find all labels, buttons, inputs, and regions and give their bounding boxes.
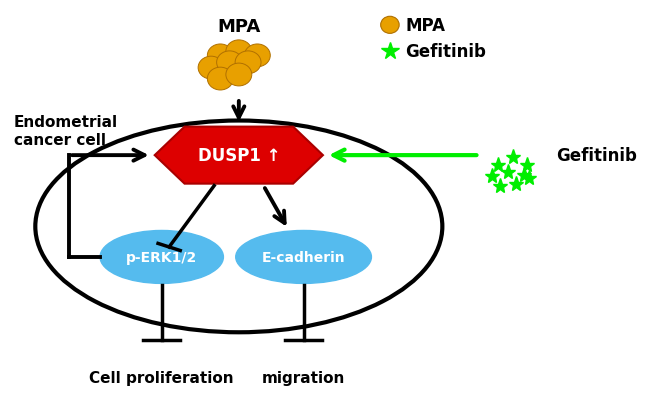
Text: MPA: MPA — [217, 18, 261, 36]
Text: p-ERK1/2: p-ERK1/2 — [126, 250, 198, 264]
Ellipse shape — [244, 45, 270, 67]
Ellipse shape — [35, 121, 443, 333]
Ellipse shape — [236, 231, 371, 284]
Text: E-cadherin: E-cadherin — [262, 250, 345, 264]
Text: Gefitinib: Gefitinib — [406, 43, 486, 61]
Polygon shape — [155, 127, 323, 184]
Ellipse shape — [226, 41, 252, 63]
Ellipse shape — [198, 57, 224, 80]
Text: migration: migration — [262, 370, 345, 384]
Text: Gefitinib: Gefitinib — [556, 147, 637, 165]
Text: Cell proliferation: Cell proliferation — [90, 370, 234, 384]
Text: Endometrial
cancer cell: Endometrial cancer cell — [14, 115, 118, 148]
Ellipse shape — [207, 45, 233, 67]
Ellipse shape — [100, 231, 224, 284]
Ellipse shape — [381, 17, 399, 34]
Text: DUSP1 ↑: DUSP1 ↑ — [198, 147, 280, 165]
Ellipse shape — [235, 52, 261, 74]
Ellipse shape — [226, 64, 252, 87]
Ellipse shape — [207, 68, 233, 91]
Ellipse shape — [216, 52, 242, 74]
Text: MPA: MPA — [406, 17, 445, 35]
